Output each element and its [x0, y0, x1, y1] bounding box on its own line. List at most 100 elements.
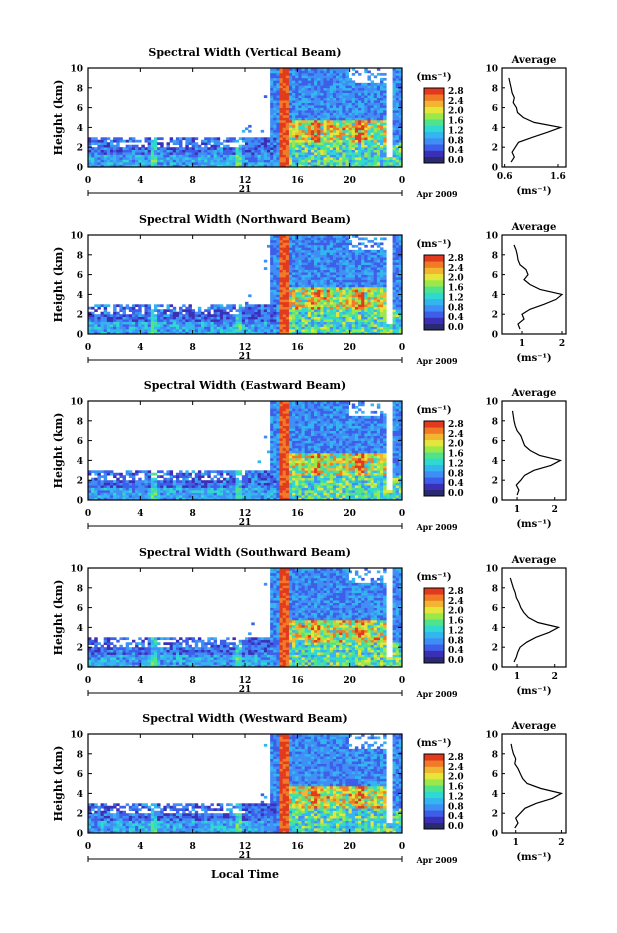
heatmap-cell	[110, 495, 113, 498]
heatmap-cell	[129, 162, 132, 165]
heatmap-cell	[377, 130, 380, 133]
heatmap-cell	[305, 150, 308, 153]
heatmap-cell	[396, 260, 399, 263]
heatmap-cell	[207, 483, 210, 486]
heatmap-cell	[173, 142, 176, 145]
heatmap-cell	[320, 125, 323, 128]
heatmap-cell	[352, 85, 355, 88]
heatmap-cell	[207, 319, 210, 322]
heatmap-cell	[295, 292, 298, 295]
heatmap-cell	[264, 152, 267, 155]
heatmap-cell	[317, 329, 320, 332]
heatmap-cell	[210, 478, 213, 481]
heatmap-cell	[396, 327, 399, 330]
heatmap-cell	[327, 247, 330, 250]
heatmap-cell	[132, 304, 135, 307]
heatmap-cell	[119, 493, 122, 496]
heatmap-cell	[314, 115, 317, 118]
heatmap-cell	[145, 309, 148, 312]
heatmap-cell	[113, 322, 116, 325]
heatmap-cell	[104, 324, 107, 327]
heatmap-cell	[167, 150, 170, 153]
heatmap-cell	[280, 155, 283, 158]
heatmap-cell	[314, 85, 317, 88]
heatmap-cell	[185, 475, 188, 478]
heatmap-cell	[380, 287, 383, 290]
heatmap-cell	[254, 314, 257, 317]
heatmap-cell	[154, 147, 157, 150]
heatmap-cell	[198, 488, 201, 491]
heatmap-cell	[270, 98, 273, 101]
heatmap-cell	[377, 93, 380, 96]
heatmap-cell	[330, 287, 333, 290]
heatmap-cell	[327, 105, 330, 108]
heatmap-cell	[364, 260, 367, 263]
heatmap-cell	[286, 294, 289, 297]
heatmap-cell	[242, 160, 245, 163]
heatmap-cell	[358, 309, 361, 312]
heatmap-cell	[393, 145, 396, 148]
heatmap-cell	[317, 287, 320, 290]
heatmap-cell	[264, 319, 267, 322]
heatmap-cell	[336, 299, 339, 302]
heatmap-cell	[367, 90, 370, 93]
heatmap-cell	[192, 162, 195, 165]
heatmap-cell	[267, 140, 270, 143]
heatmap-cell	[327, 307, 330, 310]
heatmap-cell	[217, 324, 220, 327]
heatmap-cell	[393, 272, 396, 275]
heatmap-cell	[242, 314, 245, 317]
heatmap-cell	[116, 312, 119, 315]
heatmap-cell	[345, 73, 348, 76]
heatmap-cell	[349, 80, 352, 83]
heatmap-cell	[207, 475, 210, 478]
heatmap-cell	[308, 78, 311, 81]
heatmap-cell	[226, 137, 229, 140]
heatmap-cell	[396, 157, 399, 160]
heatmap-cell	[349, 317, 352, 320]
heatmap-cell	[267, 152, 270, 155]
heatmap-cell	[342, 147, 345, 150]
heatmap-cell	[270, 304, 273, 307]
heatmap-cell	[280, 242, 283, 245]
heatmap-cell	[358, 322, 361, 325]
heatmap-cell	[251, 327, 254, 330]
heatmap-cell	[371, 282, 374, 285]
heatmap-cell	[141, 157, 144, 160]
heatmap-cell	[336, 282, 339, 285]
heatmap-cell	[355, 105, 358, 108]
heatmap-cell	[311, 142, 314, 145]
heatmap-cell	[264, 327, 267, 330]
colorbar	[424, 255, 444, 330]
heatmap-cell	[345, 265, 348, 268]
heatmap-cell	[380, 110, 383, 113]
heatmap-cell	[349, 122, 352, 125]
heatmap-cell	[377, 85, 380, 88]
heatmap-cell	[148, 475, 151, 478]
heatmap-cell	[273, 267, 276, 270]
heatmap-cell	[214, 488, 217, 491]
heatmap-cell	[345, 118, 348, 121]
heatmap-cell	[305, 118, 308, 121]
heatmap-cell	[327, 103, 330, 106]
heatmap-cell	[302, 142, 305, 145]
heatmap-cell	[352, 137, 355, 140]
heatmap-cell	[308, 137, 311, 140]
heatmap-cell	[145, 307, 148, 310]
heatmap-cell	[276, 272, 279, 275]
heatmap-cell	[396, 155, 399, 158]
heatmap-cell	[195, 152, 198, 155]
heatmap-cell	[280, 329, 283, 332]
heatmap-cell	[295, 265, 298, 268]
heatmap-cell	[129, 150, 132, 153]
heatmap-cell	[286, 83, 289, 86]
heatmap-cell	[198, 490, 201, 493]
y-tick-label: 4	[77, 291, 83, 301]
heatmap-cell	[289, 105, 292, 108]
heatmap-cell	[264, 312, 267, 315]
heatmap-cell	[305, 272, 308, 275]
heatmap-cell	[286, 240, 289, 243]
heatmap-cell	[116, 480, 119, 483]
heatmap-cell	[374, 122, 377, 125]
heatmap-cell	[314, 322, 317, 325]
